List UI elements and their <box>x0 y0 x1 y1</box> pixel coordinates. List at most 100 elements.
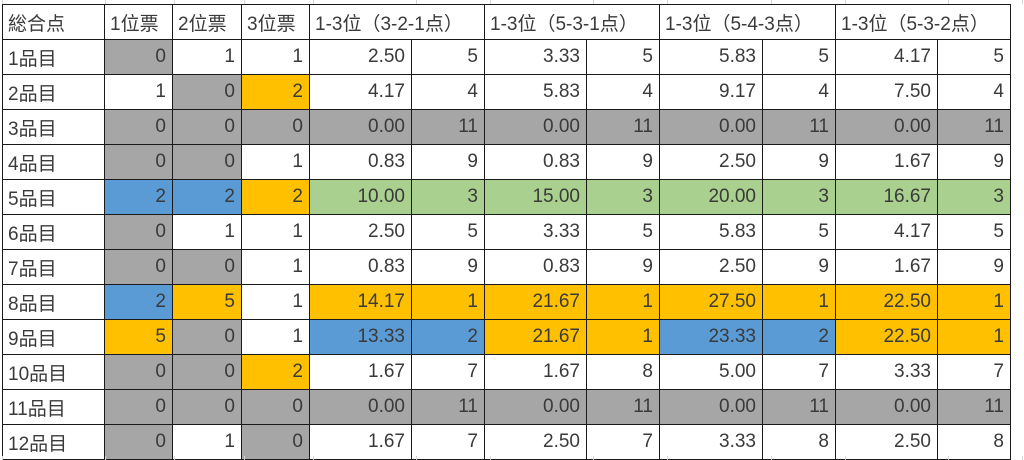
cell[interactable]: 4 <box>411 74 485 110</box>
cell[interactable]: 9.17 <box>659 74 763 110</box>
cell[interactable]: 1 <box>172 39 242 75</box>
column-header[interactable]: 総合点 <box>2 4 105 40</box>
cell[interactable]: 0.00 <box>484 389 587 425</box>
cell[interactable]: 2 <box>104 284 173 320</box>
cell[interactable]: 1 <box>104 74 173 110</box>
column-header[interactable]: 1-3位（5-4-3点） <box>659 4 836 40</box>
cell[interactable]: 11 <box>411 389 485 425</box>
cell[interactable]: 1.67 <box>835 144 938 180</box>
cell[interactable]: 0 <box>241 389 310 425</box>
cell[interactable]: 1 <box>937 284 1011 320</box>
cell[interactable]: 0 <box>104 214 173 250</box>
cell[interactable]: 9 <box>937 144 1011 180</box>
cell[interactable]: 4 <box>586 74 660 110</box>
cell[interactable]: 0 <box>104 39 173 75</box>
cell[interactable]: 0.00 <box>484 109 587 145</box>
cell[interactable]: 5 <box>937 214 1011 250</box>
row-label[interactable]: 3品目 <box>2 109 105 145</box>
cell[interactable]: 1 <box>241 284 310 320</box>
cell[interactable]: 5 <box>411 214 485 250</box>
cell[interactable]: 2.50 <box>659 249 763 285</box>
cell[interactable]: 5 <box>762 39 836 75</box>
cell[interactable]: 4.17 <box>835 39 938 75</box>
cell[interactable]: 1 <box>411 284 485 320</box>
cell[interactable]: 5 <box>586 39 660 75</box>
cell[interactable]: 3.33 <box>484 39 587 75</box>
cell[interactable]: 2.50 <box>659 144 763 180</box>
cell[interactable]: 15.00 <box>484 179 587 215</box>
column-header[interactable]: 1-3位（3-2-1点） <box>309 4 485 40</box>
cell[interactable]: 2 <box>762 319 836 355</box>
cell[interactable]: 0 <box>172 389 242 425</box>
cell[interactable]: 0 <box>241 424 310 460</box>
cell[interactable]: 2 <box>241 179 310 215</box>
cell[interactable]: 7 <box>411 424 485 460</box>
cell[interactable]: 0.83 <box>309 144 412 180</box>
row-label[interactable]: 11品目 <box>2 389 105 425</box>
cell[interactable]: 27.50 <box>659 284 763 320</box>
cell[interactable]: 7 <box>762 354 836 390</box>
cell[interactable]: 7 <box>586 424 660 460</box>
cell[interactable]: 0 <box>172 354 242 390</box>
cell[interactable]: 0 <box>172 249 242 285</box>
cell[interactable]: 3.33 <box>659 424 763 460</box>
cell[interactable]: 11 <box>762 109 836 145</box>
cell[interactable]: 2.50 <box>835 424 938 460</box>
cell[interactable]: 2 <box>411 319 485 355</box>
cell[interactable]: 0.00 <box>659 389 763 425</box>
row-label[interactable]: 5品目 <box>2 179 105 215</box>
cell[interactable]: 1 <box>241 144 310 180</box>
cell[interactable]: 9 <box>586 144 660 180</box>
cell[interactable]: 1 <box>241 319 310 355</box>
column-header[interactable]: 1-3位（5-3-2点） <box>835 4 1011 40</box>
cell[interactable]: 8 <box>937 424 1011 460</box>
cell[interactable]: 1 <box>762 284 836 320</box>
cell[interactable]: 0.00 <box>309 109 412 145</box>
cell[interactable]: 5 <box>104 319 173 355</box>
cell[interactable]: 0 <box>172 109 242 145</box>
cell[interactable]: 16.67 <box>835 179 938 215</box>
cell[interactable]: 0 <box>104 424 173 460</box>
cell[interactable]: 3.33 <box>835 354 938 390</box>
column-header[interactable]: 2位票 <box>172 4 242 40</box>
cell[interactable]: 22.50 <box>835 284 938 320</box>
cell[interactable]: 5.00 <box>659 354 763 390</box>
cell[interactable]: 0 <box>104 144 173 180</box>
cell[interactable]: 0.83 <box>309 249 412 285</box>
cell[interactable]: 1 <box>937 319 1011 355</box>
cell[interactable]: 1 <box>172 214 242 250</box>
cell[interactable]: 4 <box>762 74 836 110</box>
cell[interactable]: 11 <box>937 109 1011 145</box>
cell[interactable]: 0.00 <box>309 389 412 425</box>
row-label[interactable]: 6品目 <box>2 214 105 250</box>
cell[interactable]: 11 <box>762 389 836 425</box>
cell[interactable]: 2.50 <box>309 214 412 250</box>
cell[interactable]: 1 <box>586 319 660 355</box>
cell[interactable]: 3.33 <box>484 214 587 250</box>
cell[interactable]: 1.67 <box>484 354 587 390</box>
cell[interactable]: 20.00 <box>659 179 763 215</box>
cell[interactable]: 9 <box>937 249 1011 285</box>
cell[interactable]: 3 <box>762 179 836 215</box>
cell[interactable]: 11 <box>937 389 1011 425</box>
cell[interactable]: 0 <box>104 389 173 425</box>
cell[interactable]: 1 <box>172 424 242 460</box>
column-header[interactable]: 3位票 <box>241 4 310 40</box>
cell[interactable]: 0 <box>104 109 173 145</box>
cell[interactable]: 4.17 <box>309 74 412 110</box>
cell[interactable]: 11 <box>586 109 660 145</box>
cell[interactable]: 0 <box>104 249 173 285</box>
cell[interactable]: 21.67 <box>484 319 587 355</box>
cell[interactable]: 2 <box>104 179 173 215</box>
cell[interactable]: 5 <box>586 214 660 250</box>
cell[interactable]: 9 <box>762 144 836 180</box>
cell[interactable]: 0 <box>172 144 242 180</box>
cell[interactable]: 3 <box>411 179 485 215</box>
cell[interactable]: 2 <box>241 74 310 110</box>
cell[interactable]: 5 <box>411 39 485 75</box>
cell[interactable]: 9 <box>411 249 485 285</box>
cell[interactable]: 5.83 <box>659 214 763 250</box>
cell[interactable]: 21.67 <box>484 284 587 320</box>
row-label[interactable]: 8品目 <box>2 284 105 320</box>
row-label[interactable]: 2品目 <box>2 74 105 110</box>
